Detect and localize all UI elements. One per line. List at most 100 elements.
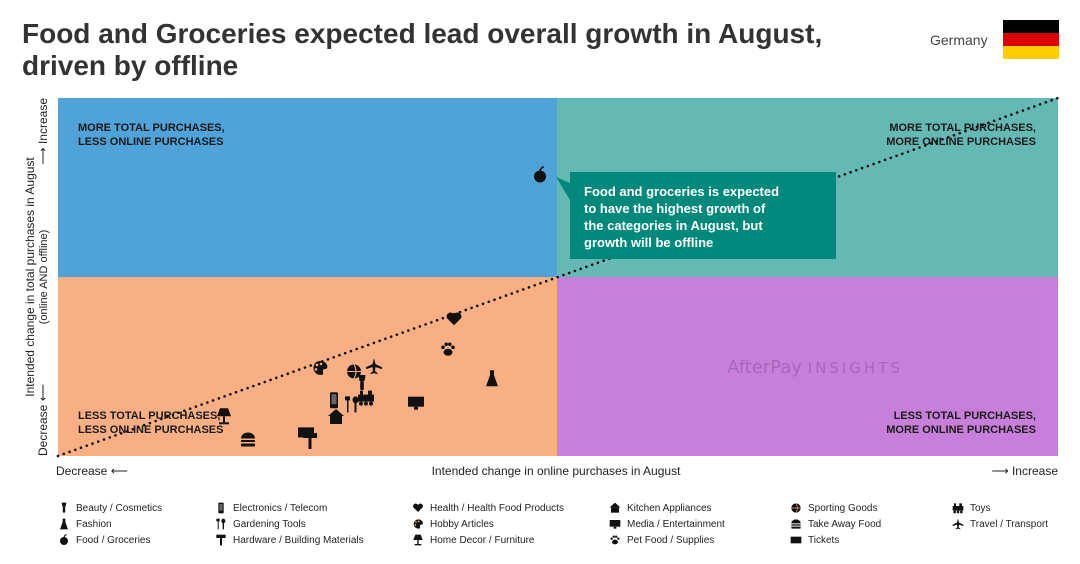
- point-burger-icon: [241, 432, 255, 447]
- legend-item: Electronics / Telecom: [215, 500, 327, 516]
- point-ball-icon: [347, 364, 361, 379]
- legend-item: Pet Food / Supplies: [609, 532, 714, 548]
- germany-flag-icon: [1003, 20, 1059, 59]
- y-axis-sublabel: (online AND offline): [38, 230, 50, 325]
- point-dress-icon: [486, 370, 498, 387]
- point-train-icon: [358, 390, 374, 406]
- tools-icon: [216, 518, 226, 530]
- point-ticket-icon: [298, 427, 314, 438]
- legend-label: Beauty / Cosmetics: [76, 502, 163, 514]
- dress-icon: [60, 518, 68, 530]
- legend-label: Health / Health Food Products: [430, 502, 564, 514]
- legend-label: Kitchen Appliances: [627, 502, 712, 514]
- phone-icon: [218, 502, 224, 514]
- point-palette-icon: [313, 360, 328, 375]
- flag-stripe-black: [1003, 20, 1059, 33]
- legend-label: Pet Food / Supplies: [627, 534, 715, 546]
- point-phone-icon: [330, 392, 338, 409]
- chart-title: Food and Groceries expected lead overall…: [22, 18, 823, 81]
- quadrant-label-bottom-right-line-2: MORE ONLINE PURCHASES: [886, 424, 1036, 436]
- legend-label: Travel / Transport: [970, 518, 1048, 530]
- ball-icon: [791, 503, 801, 513]
- legend-item: Fashion: [58, 516, 112, 532]
- legend-item: Gardening Tools: [215, 516, 306, 532]
- legend-label: Electronics / Telecom: [233, 502, 328, 514]
- callout-text-line-3: the categories in August, but: [584, 218, 763, 233]
- legend-item: Food / Groceries: [58, 532, 150, 548]
- lamp-icon: [413, 534, 423, 546]
- legend-label: Media / Entertainment: [627, 518, 725, 530]
- point-tools-icon: [345, 396, 359, 413]
- quadrant-label-top-right-line-2: MORE ONLINE PURCHASES: [886, 136, 1036, 148]
- point-heart-icon: [446, 312, 462, 326]
- chart-legend: Beauty / Cosmetics Fashion Food / Grocerie…: [58, 500, 1068, 556]
- x-axis-label: Intended change in online purchases in A…: [432, 464, 682, 478]
- legend-label: Take Away Food: [808, 518, 882, 530]
- point-monitor-icon: [408, 396, 424, 410]
- legend-label: Toys: [970, 502, 991, 514]
- flag-stripe-gold: [1003, 46, 1059, 59]
- quadrant-label-bottom-left-line-2: LESS ONLINE PURCHASES: [78, 424, 223, 436]
- legend-label: Tickets: [808, 534, 840, 546]
- ticket-icon: [790, 536, 802, 544]
- beauty-icon: [61, 502, 67, 513]
- y-axis-high-label: ⟶ Increase: [36, 98, 50, 165]
- hammer-icon: [216, 534, 226, 546]
- legend-item: Media / Entertainment: [609, 516, 725, 532]
- callout-text-line-2: to have the highest growth of: [584, 201, 766, 216]
- legend-item: Toys: [952, 500, 991, 516]
- point-beauty-icon: [358, 375, 366, 390]
- legend-label: Hardware / Building Materials: [233, 534, 364, 546]
- legend-item: Hardware / Building Materials: [215, 532, 364, 548]
- legend-item: Beauty / Cosmetics: [58, 500, 162, 516]
- point-house-icon: [328, 409, 344, 424]
- legend-label: Sporting Goods: [808, 502, 878, 514]
- legend-item: Health / Health Food Products: [412, 500, 564, 516]
- x-axis-high-label: ⟶ Increase: [991, 464, 1058, 478]
- point-lamp-icon: [217, 408, 231, 425]
- apple-icon: [60, 534, 68, 545]
- flag-stripe-red: [1003, 33, 1059, 46]
- train-icon: [952, 503, 964, 514]
- point-paw-icon: [441, 342, 455, 356]
- legend-item: Sporting Goods: [790, 500, 878, 516]
- monitor-icon: [609, 520, 621, 529]
- y-axis-low-label: Decrease ⟵: [36, 384, 50, 456]
- quadrant-label-bottom-left-line-1: LESS TOTAL PURCHASES,: [78, 410, 220, 422]
- legend-label: Gardening Tools: [233, 518, 306, 530]
- legend-label: Fashion: [76, 518, 112, 530]
- legend-item: Kitchen Appliances: [609, 500, 712, 516]
- trend-line: [56, 96, 1060, 458]
- legend-item: Take Away Food: [790, 516, 881, 532]
- legend-label: Home Decor / Furniture: [430, 534, 535, 546]
- point-hammer-icon: [303, 433, 317, 449]
- point-apple-icon: [534, 166, 546, 183]
- legend-item: Home Decor / Furniture: [412, 532, 534, 548]
- legend-item: Travel / Transport: [952, 516, 1048, 532]
- palette-icon: [413, 519, 423, 529]
- quadrant-chart: AfterPay INSIGHTS MORE TOTAL PURCHASES, LE…: [23, 96, 1060, 478]
- quadrant-bottom-left: [58, 277, 557, 456]
- y-axis-label: Intended change in total purchases in Au…: [23, 157, 37, 397]
- quadrant-label-top-left-line-1: MORE TOTAL PURCHASES,: [78, 122, 225, 134]
- callout-text-line-4: growth will be offline: [584, 235, 713, 250]
- legend-item: Hobby Articles: [412, 516, 494, 532]
- plane-icon: [952, 518, 964, 530]
- quadrant-top-left: [58, 98, 557, 277]
- callout-text-line-1: Food and groceries is expected: [584, 184, 779, 199]
- paw-icon: [610, 535, 620, 545]
- legend-label: Hobby Articles: [430, 518, 494, 530]
- country-label: Germany: [930, 32, 988, 48]
- legend-label: Food / Groceries: [76, 534, 151, 546]
- watermark-logo: AfterPay INSIGHTS: [727, 357, 903, 378]
- house-icon: [609, 502, 621, 513]
- point-plane-icon: [366, 358, 382, 375]
- quadrant-label-bottom-right-line-1: LESS TOTAL PURCHASES,: [894, 410, 1036, 422]
- quadrant-bottom-right: [557, 277, 1058, 456]
- burger-icon: [791, 519, 801, 529]
- heart-icon: [413, 503, 423, 512]
- quadrant-label-top-left-line-2: LESS ONLINE PURCHASES: [78, 136, 223, 148]
- legend-item: Tickets: [790, 532, 839, 548]
- x-axis-low-label: Decrease ⟵: [56, 464, 128, 478]
- quadrant-label-top-right-line-1: MORE TOTAL PURCHASES,: [889, 122, 1036, 134]
